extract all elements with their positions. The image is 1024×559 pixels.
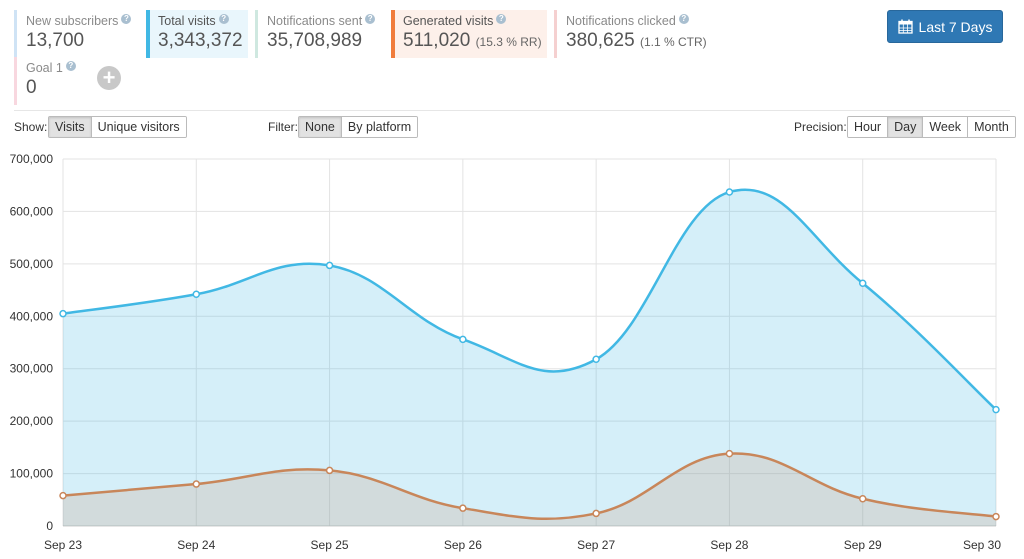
stat-color-bar bbox=[255, 10, 258, 58]
help-icon[interactable]: ? bbox=[365, 14, 376, 24]
stat-label: Goal 1 bbox=[26, 61, 63, 75]
data-point bbox=[725, 449, 734, 458]
stat-value: 511,020 bbox=[403, 30, 471, 51]
filter-none-button[interactable]: None bbox=[299, 117, 342, 137]
series-line bbox=[62, 188, 997, 411]
stat-color-bar bbox=[14, 57, 17, 105]
x-tick-label: Sep 27 bbox=[577, 538, 615, 552]
help-icon[interactable]: ? bbox=[496, 14, 507, 24]
y-tick-label: 400,000 bbox=[10, 309, 54, 323]
series-area bbox=[63, 453, 996, 526]
show-unique-visitors-button[interactable]: Unique visitors bbox=[91, 117, 186, 137]
x-tick-label: Sep 25 bbox=[311, 538, 349, 552]
stat-label: Notifications sent bbox=[267, 14, 363, 28]
filter-label: Filter: bbox=[268, 120, 298, 134]
help-icon[interactable]: ? bbox=[65, 61, 76, 71]
data-point bbox=[459, 504, 467, 512]
stat-color-bar bbox=[146, 10, 150, 58]
y-tick-label: 300,000 bbox=[10, 362, 54, 376]
data-point bbox=[59, 309, 67, 318]
stat-color-bar bbox=[391, 10, 395, 58]
data-point bbox=[992, 512, 1000, 521]
data-point bbox=[59, 491, 67, 500]
data-point bbox=[325, 261, 334, 270]
precision-label: Precision: bbox=[794, 120, 847, 134]
data-point bbox=[858, 494, 867, 503]
help-icon[interactable]: ? bbox=[678, 14, 689, 24]
add-goal-button[interactable]: + bbox=[97, 66, 121, 90]
show-visits-button[interactable]: Visits bbox=[49, 117, 92, 137]
divider bbox=[14, 110, 1010, 111]
calendar-icon bbox=[897, 19, 913, 34]
plus-circle-icon: + bbox=[102, 65, 116, 90]
show-toggle: Visits Unique visitors bbox=[48, 116, 187, 138]
stat-goal-1[interactable]: Goal 1? 0 bbox=[14, 57, 84, 105]
stat-label: Notifications clicked bbox=[566, 14, 676, 28]
precision-month-button[interactable]: Month bbox=[968, 117, 1015, 137]
stat-color-bar bbox=[554, 10, 557, 58]
series-area bbox=[63, 189, 996, 526]
data-point bbox=[992, 405, 1000, 414]
stat-label: Total visits bbox=[158, 14, 216, 28]
stat-value: 380,625 bbox=[566, 30, 635, 51]
data-point bbox=[192, 480, 201, 488]
x-tick-label: Sep 28 bbox=[710, 538, 748, 552]
stat-value: 3,343,372 bbox=[158, 30, 243, 51]
stat-label: New subscribers bbox=[26, 14, 119, 28]
precision-hour-button[interactable]: Hour bbox=[848, 117, 889, 137]
filter-toggle: None By platform bbox=[298, 116, 419, 138]
y-tick-label: 0 bbox=[46, 519, 53, 533]
date-range-label: Last 7 Days bbox=[918, 18, 993, 35]
x-tick-label: Sep 23 bbox=[44, 538, 82, 552]
data-point bbox=[725, 188, 734, 196]
stat-generated-visits[interactable]: Generated visits? 511,020 (15.3 % RR) bbox=[391, 10, 547, 58]
stat-notifications-sent[interactable]: Notifications sent? 35,708,989 bbox=[255, 10, 383, 58]
help-icon[interactable]: ? bbox=[218, 14, 229, 24]
series-line bbox=[62, 452, 997, 521]
stat-value: 35,708,989 bbox=[267, 30, 363, 51]
stat-value: 0 bbox=[26, 77, 37, 98]
y-tick-label: 200,000 bbox=[10, 414, 54, 428]
x-tick-label: Sep 26 bbox=[444, 538, 482, 552]
y-tick-label: 500,000 bbox=[10, 257, 54, 271]
stat-label: Generated visits bbox=[403, 14, 494, 28]
x-tick-label: Sep 29 bbox=[844, 538, 882, 552]
y-tick-label: 100,000 bbox=[10, 467, 54, 481]
y-tick-label: 700,000 bbox=[10, 152, 54, 166]
data-point bbox=[325, 466, 334, 475]
stat-value: 13,700 bbox=[26, 30, 85, 51]
x-tick-label: Sep 30 bbox=[963, 538, 1001, 552]
stat-notifications-clicked[interactable]: Notifications clicked? 380,625 (1.1 % CT… bbox=[554, 10, 714, 58]
date-range-button[interactable]: Last 7 Days bbox=[887, 10, 1003, 43]
precision-week-button[interactable]: Week bbox=[923, 117, 969, 137]
help-icon[interactable]: ? bbox=[121, 14, 132, 24]
stat-rate: (1.1 % CTR) bbox=[639, 35, 707, 49]
data-point bbox=[459, 335, 467, 344]
precision-day-button[interactable]: Day bbox=[888, 117, 924, 137]
data-point bbox=[858, 279, 867, 288]
precision-toggle: Hour Day Week Month bbox=[847, 116, 1016, 138]
stat-rate: (15.3 % RR) bbox=[475, 35, 542, 49]
stat-color-bar bbox=[14, 10, 17, 58]
show-label: Show: bbox=[14, 120, 48, 134]
x-tick-label: Sep 24 bbox=[177, 538, 215, 552]
stat-total-visits[interactable]: Total visits? 3,343,372 bbox=[146, 10, 248, 58]
filter-by-platform-button[interactable]: By platform bbox=[341, 117, 418, 137]
data-point bbox=[592, 509, 600, 518]
stat-new-subscribers[interactable]: New subscribers? 13,700 bbox=[14, 10, 132, 58]
data-point bbox=[192, 290, 201, 299]
y-tick-label: 600,000 bbox=[10, 204, 54, 218]
data-point bbox=[592, 355, 600, 364]
